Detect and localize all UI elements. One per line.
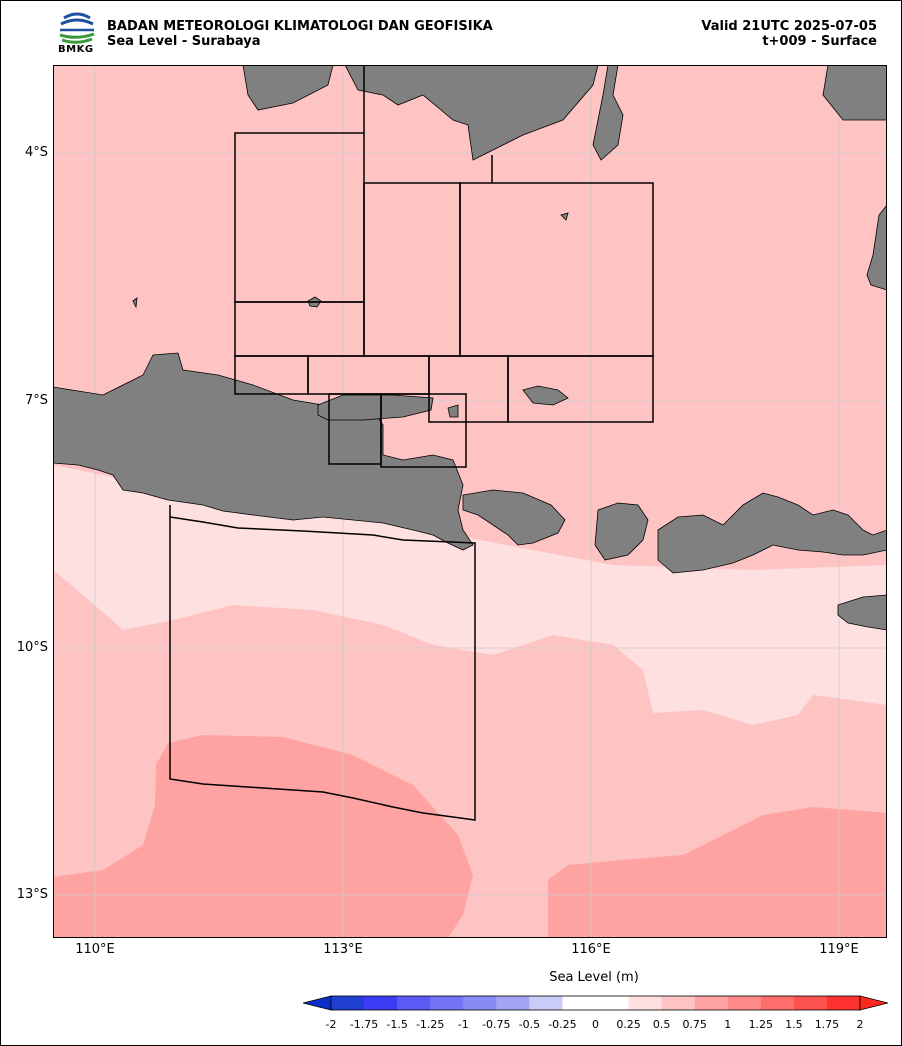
- land: [53, 65, 887, 631]
- bmkg-logo: [59, 12, 95, 44]
- light-band: [53, 465, 887, 725]
- sulawesi-south: [592, 65, 624, 161]
- colorbar-segment: [430, 996, 464, 1010]
- warning-zones: [169, 65, 654, 821]
- colorbar-tick-label: -1.25: [415, 1018, 445, 1031]
- lat-label-4s: 4°S: [24, 145, 48, 160]
- colorbar-segment: [496, 996, 530, 1010]
- colorbar-segment: [364, 996, 398, 1010]
- header-right: Valid 21UTC 2025-07-05 t+009 - Surface: [701, 19, 877, 49]
- colorbar-tick-label: -1.5: [386, 1018, 408, 1031]
- colorbar-segment: [595, 996, 629, 1010]
- colorbar-segment: [628, 996, 662, 1010]
- colorbar-segment: [331, 996, 365, 1010]
- colorbar-segment: [661, 996, 695, 1010]
- product-title: Sea Level - Surabaya: [107, 34, 261, 49]
- dark-band-right: [548, 807, 887, 938]
- colorbar-tick-label: 1: [724, 1018, 732, 1031]
- kangean: [522, 385, 569, 406]
- lat-label-10s: 10°S: [16, 640, 48, 655]
- sulawesi-se: [866, 204, 887, 291]
- colorbar-segment: [463, 996, 497, 1010]
- bali: [462, 489, 566, 546]
- colorbar-segment: [529, 996, 563, 1010]
- lombok: [594, 502, 649, 561]
- colorbar-tick-label: -1.75: [349, 1018, 379, 1031]
- small-isle-1: [560, 212, 569, 221]
- colorbar-tick-label: -0.5: [518, 1018, 541, 1031]
- header-left: BADAN METEOROLOGI KLIMATOLOGI DAN GEOFIS…: [107, 19, 493, 49]
- sulawesi-upper: [822, 65, 887, 121]
- small-isle-2: [132, 297, 138, 309]
- colorbar-arrow-min: [303, 995, 332, 1011]
- colorbar-tick-label: -0.25: [548, 1018, 577, 1031]
- dark-band-left: [53, 735, 473, 938]
- colorbar-tick-label: -0.75: [482, 1018, 511, 1031]
- colorbar-tick-label: 1.25: [748, 1018, 774, 1031]
- lon-label-116e: 116°E: [571, 942, 611, 957]
- colorbar-segment: [727, 996, 762, 1010]
- sapudi: [447, 404, 459, 418]
- lon-label-119e: 119°E: [819, 942, 859, 957]
- colorbar-tick-label: 0: [592, 1018, 599, 1031]
- colorbar: [303, 995, 888, 1011]
- colorbar-arrow-max: [859, 995, 888, 1011]
- colorbar-tick-label: 0.5: [652, 1018, 671, 1031]
- borneo-left: [242, 65, 334, 111]
- agency-title: BADAN METEOROLOGI KLIMATOLOGI DAN GEOFIS…: [107, 19, 493, 34]
- sumba: [837, 594, 887, 631]
- colorbar-segment: [694, 996, 729, 1010]
- colorbar-tick-label: 2: [856, 1018, 864, 1031]
- lon-label-113e: 113°E: [323, 942, 363, 957]
- logo-text: BMKG: [58, 44, 94, 55]
- colorbar-tick-label: 0.75: [682, 1018, 707, 1031]
- colorbar-tick-label: -1: [457, 1018, 469, 1031]
- borneo-right: [344, 65, 599, 161]
- colorbar-segment: [793, 996, 828, 1010]
- madura: [317, 394, 434, 421]
- sumbawa: [657, 492, 887, 574]
- colorbar-segment: [826, 996, 861, 1010]
- colorbar-tick-label: 1.5: [785, 1018, 803, 1031]
- colorbar-tick-label: 0.25: [616, 1018, 641, 1031]
- sea-level-map: [53, 65, 887, 938]
- colorbar-tick-label: -2: [325, 1018, 337, 1031]
- lat-label-13s: 13°S: [16, 887, 48, 902]
- colorbar-segment: [760, 996, 795, 1010]
- colorbar-tick-label: 1.75: [814, 1018, 840, 1031]
- lon-label-110e: 110°E: [75, 942, 115, 957]
- lat-label-7s: 7°S: [24, 393, 48, 408]
- valid-time: Valid 21UTC 2025-07-05: [701, 19, 877, 34]
- colorbar-segment: [397, 996, 431, 1010]
- colorbar-segment: [562, 996, 596, 1010]
- colorbar-label: Sea Level (m): [549, 970, 639, 985]
- lead-time: t+009 - Surface: [762, 34, 877, 49]
